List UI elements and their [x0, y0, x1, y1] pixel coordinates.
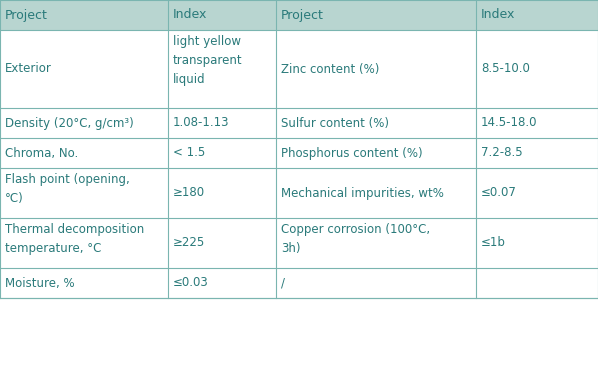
Bar: [0, 218, 168, 268]
Bar: [276, 0, 476, 30]
Text: Exterior: Exterior: [5, 62, 52, 76]
Bar: [0, 0, 168, 30]
Text: Moisture, %: Moisture, %: [5, 276, 75, 290]
Text: ≥225: ≥225: [173, 236, 205, 250]
Text: /: /: [281, 276, 285, 290]
Text: Chroma, No.: Chroma, No.: [5, 146, 78, 160]
Text: Mechanical impurities, wt%: Mechanical impurities, wt%: [281, 186, 444, 200]
Bar: [0, 168, 168, 218]
Bar: [276, 108, 476, 138]
Text: ≤0.07: ≤0.07: [481, 186, 517, 200]
Text: ≤1b: ≤1b: [481, 236, 506, 250]
Text: Sulfur content (%): Sulfur content (%): [281, 116, 389, 130]
Bar: [168, 168, 276, 218]
Bar: [0, 268, 168, 298]
Bar: [276, 30, 476, 108]
Text: Flash point (opening,
°C): Flash point (opening, °C): [5, 173, 130, 205]
Text: 1.08-1.13: 1.08-1.13: [173, 116, 230, 130]
Bar: [276, 218, 476, 268]
Text: < 1.5: < 1.5: [173, 146, 205, 160]
Bar: [0, 108, 168, 138]
Bar: [476, 218, 598, 268]
Bar: [0, 30, 168, 108]
Text: Project: Project: [281, 8, 324, 22]
Text: ≤0.03: ≤0.03: [173, 276, 209, 290]
Text: 8.5-10.0: 8.5-10.0: [481, 62, 530, 76]
Text: Project: Project: [5, 8, 48, 22]
Text: 14.5-18.0: 14.5-18.0: [481, 116, 538, 130]
Bar: [168, 30, 276, 108]
Text: 7.2-8.5: 7.2-8.5: [481, 146, 523, 160]
Text: Density (20°C, g/cm³): Density (20°C, g/cm³): [5, 116, 134, 130]
Text: Index: Index: [481, 8, 515, 22]
Bar: [168, 138, 276, 168]
Bar: [276, 268, 476, 298]
Text: Phosphorus content (%): Phosphorus content (%): [281, 146, 423, 160]
Bar: [276, 168, 476, 218]
Bar: [168, 268, 276, 298]
Bar: [0, 138, 168, 168]
Bar: [476, 0, 598, 30]
Text: Thermal decomposition
temperature, °C: Thermal decomposition temperature, °C: [5, 223, 144, 255]
Bar: [168, 0, 276, 30]
Bar: [476, 168, 598, 218]
Bar: [476, 268, 598, 298]
Bar: [476, 138, 598, 168]
Bar: [168, 108, 276, 138]
Bar: [276, 138, 476, 168]
Text: Copper corrosion (100°C,
3h): Copper corrosion (100°C, 3h): [281, 223, 430, 255]
Text: Index: Index: [173, 8, 208, 22]
Bar: [168, 218, 276, 268]
Text: ≥180: ≥180: [173, 186, 205, 200]
Bar: [476, 108, 598, 138]
Bar: [476, 30, 598, 108]
Text: light yellow
transparent
liquid: light yellow transparent liquid: [173, 35, 243, 86]
Text: Zinc content (%): Zinc content (%): [281, 62, 379, 76]
